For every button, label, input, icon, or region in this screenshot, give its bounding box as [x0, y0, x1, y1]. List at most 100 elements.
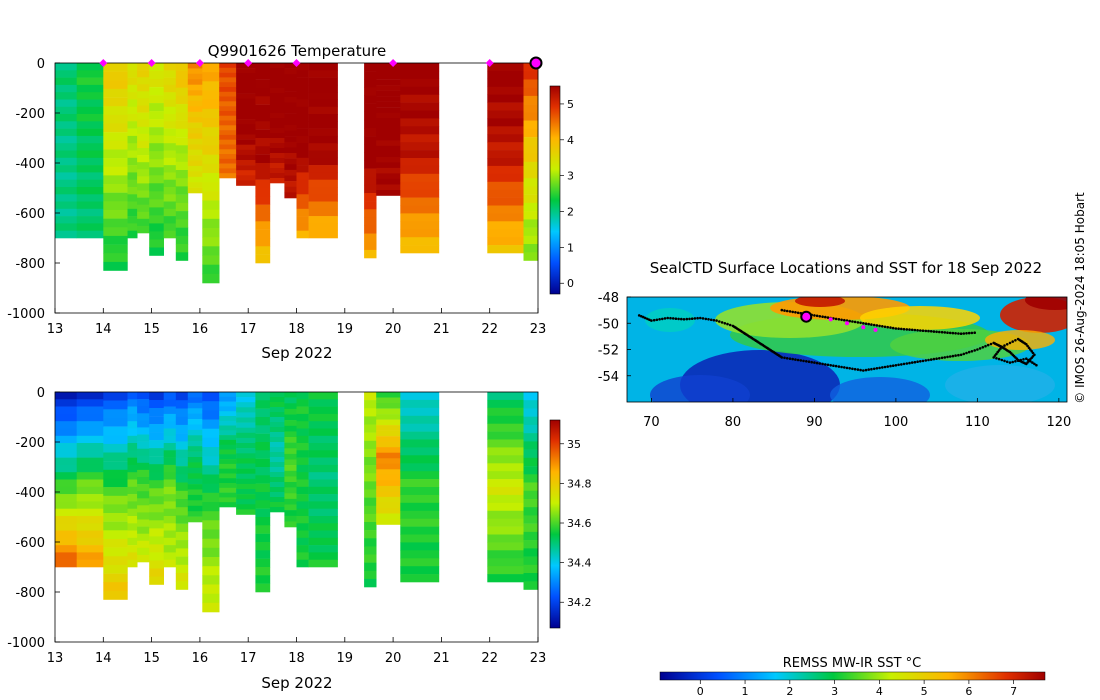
x-tick-label: 19	[337, 651, 354, 666]
track-point	[878, 366, 881, 370]
profile-cell	[236, 432, 256, 439]
profile-cell	[175, 153, 189, 162]
profile-cell	[127, 457, 138, 466]
profile-cell	[400, 197, 440, 206]
profile-cell	[364, 538, 377, 547]
track-point	[1005, 343, 1009, 346]
profile-cell	[236, 93, 256, 99]
profile-cell	[255, 138, 271, 147]
track-point	[813, 314, 816, 317]
track-point	[845, 319, 849, 322]
profile-cell	[202, 575, 220, 585]
track-point	[891, 364, 895, 368]
profile-cell	[487, 173, 524, 182]
profile-cell	[187, 165, 203, 172]
profile-cell	[219, 449, 237, 455]
profile-cell	[376, 190, 401, 196]
profile-cell	[219, 67, 237, 73]
profile-cell	[364, 400, 377, 409]
track-point	[943, 356, 947, 359]
profile-cell	[364, 209, 377, 218]
profile-cell	[523, 235, 539, 245]
profile-cell	[187, 419, 203, 425]
profile-cell	[55, 443, 77, 451]
profile-cell	[364, 522, 377, 531]
profile-cell	[175, 581, 189, 590]
profile-cell	[255, 71, 271, 80]
track-point	[1022, 358, 1025, 361]
profile-location	[861, 325, 866, 330]
track-point	[916, 360, 919, 364]
profile-cell	[103, 417, 128, 427]
track-point	[996, 350, 999, 354]
profile-cell	[219, 125, 237, 131]
track-point	[1011, 360, 1014, 364]
profile-cell	[255, 558, 271, 568]
track-point	[962, 352, 966, 356]
profile-cell	[255, 433, 271, 443]
track-point	[1030, 350, 1033, 353]
profile-cell	[175, 466, 189, 475]
profile-cell	[149, 231, 164, 240]
profile-cell	[487, 487, 524, 496]
y-tick-label: -1000	[7, 636, 45, 651]
profile-cell	[149, 143, 164, 152]
profile-cell	[163, 194, 177, 202]
track-point	[957, 332, 960, 335]
profile-cell	[103, 478, 128, 488]
profile-cell	[236, 489, 256, 495]
profile-cell	[187, 484, 203, 490]
profile-cell	[523, 515, 539, 524]
profile-cell	[284, 459, 297, 466]
profile-cell	[103, 227, 128, 237]
track-point	[897, 363, 900, 367]
profile-cell	[202, 557, 220, 567]
profile-cell	[376, 140, 401, 147]
track-point	[780, 356, 784, 359]
track-point	[640, 315, 643, 318]
profile-cell	[175, 202, 189, 212]
profile-cell	[523, 128, 539, 138]
profile-cell	[284, 141, 297, 148]
profile-cell	[127, 187, 138, 195]
profile-cell	[187, 451, 203, 458]
profile-cell	[376, 403, 401, 409]
profile-cell	[523, 219, 539, 228]
profile-cell	[187, 68, 203, 75]
profile-cell	[296, 84, 309, 93]
profile-cell	[137, 91, 150, 99]
track-point	[815, 314, 819, 318]
profile-cell	[103, 400, 128, 410]
profile-cell	[202, 483, 220, 494]
profile-cell	[236, 175, 256, 181]
track-point	[867, 322, 870, 326]
profile-cell	[376, 129, 401, 136]
profile-cell	[400, 126, 440, 135]
profile-cell	[487, 245, 524, 254]
profile-cell	[296, 92, 309, 100]
profile-cell	[236, 98, 256, 105]
track-point	[864, 368, 868, 372]
profile-cell	[202, 511, 220, 521]
profile-cell	[296, 194, 309, 202]
profile-cell	[103, 158, 128, 167]
profile-cell	[127, 194, 138, 202]
profile-cell	[76, 201, 104, 210]
profile-cell	[487, 78, 524, 87]
profile-cell	[103, 63, 128, 72]
profile-cell	[255, 96, 271, 105]
profile-cell	[236, 392, 256, 398]
profile-cell	[523, 161, 539, 171]
track-point	[881, 325, 884, 328]
profile-cell	[269, 113, 285, 119]
profile-cell	[103, 487, 128, 496]
profile-cell	[137, 63, 150, 71]
profile-cell	[163, 114, 177, 122]
track-point	[650, 319, 653, 322]
profile-cell	[400, 102, 440, 111]
profile-cell	[149, 480, 164, 489]
track-point	[986, 343, 990, 347]
profile-cell	[103, 521, 128, 531]
profile-cell	[76, 530, 104, 539]
profile-cell	[236, 499, 256, 505]
